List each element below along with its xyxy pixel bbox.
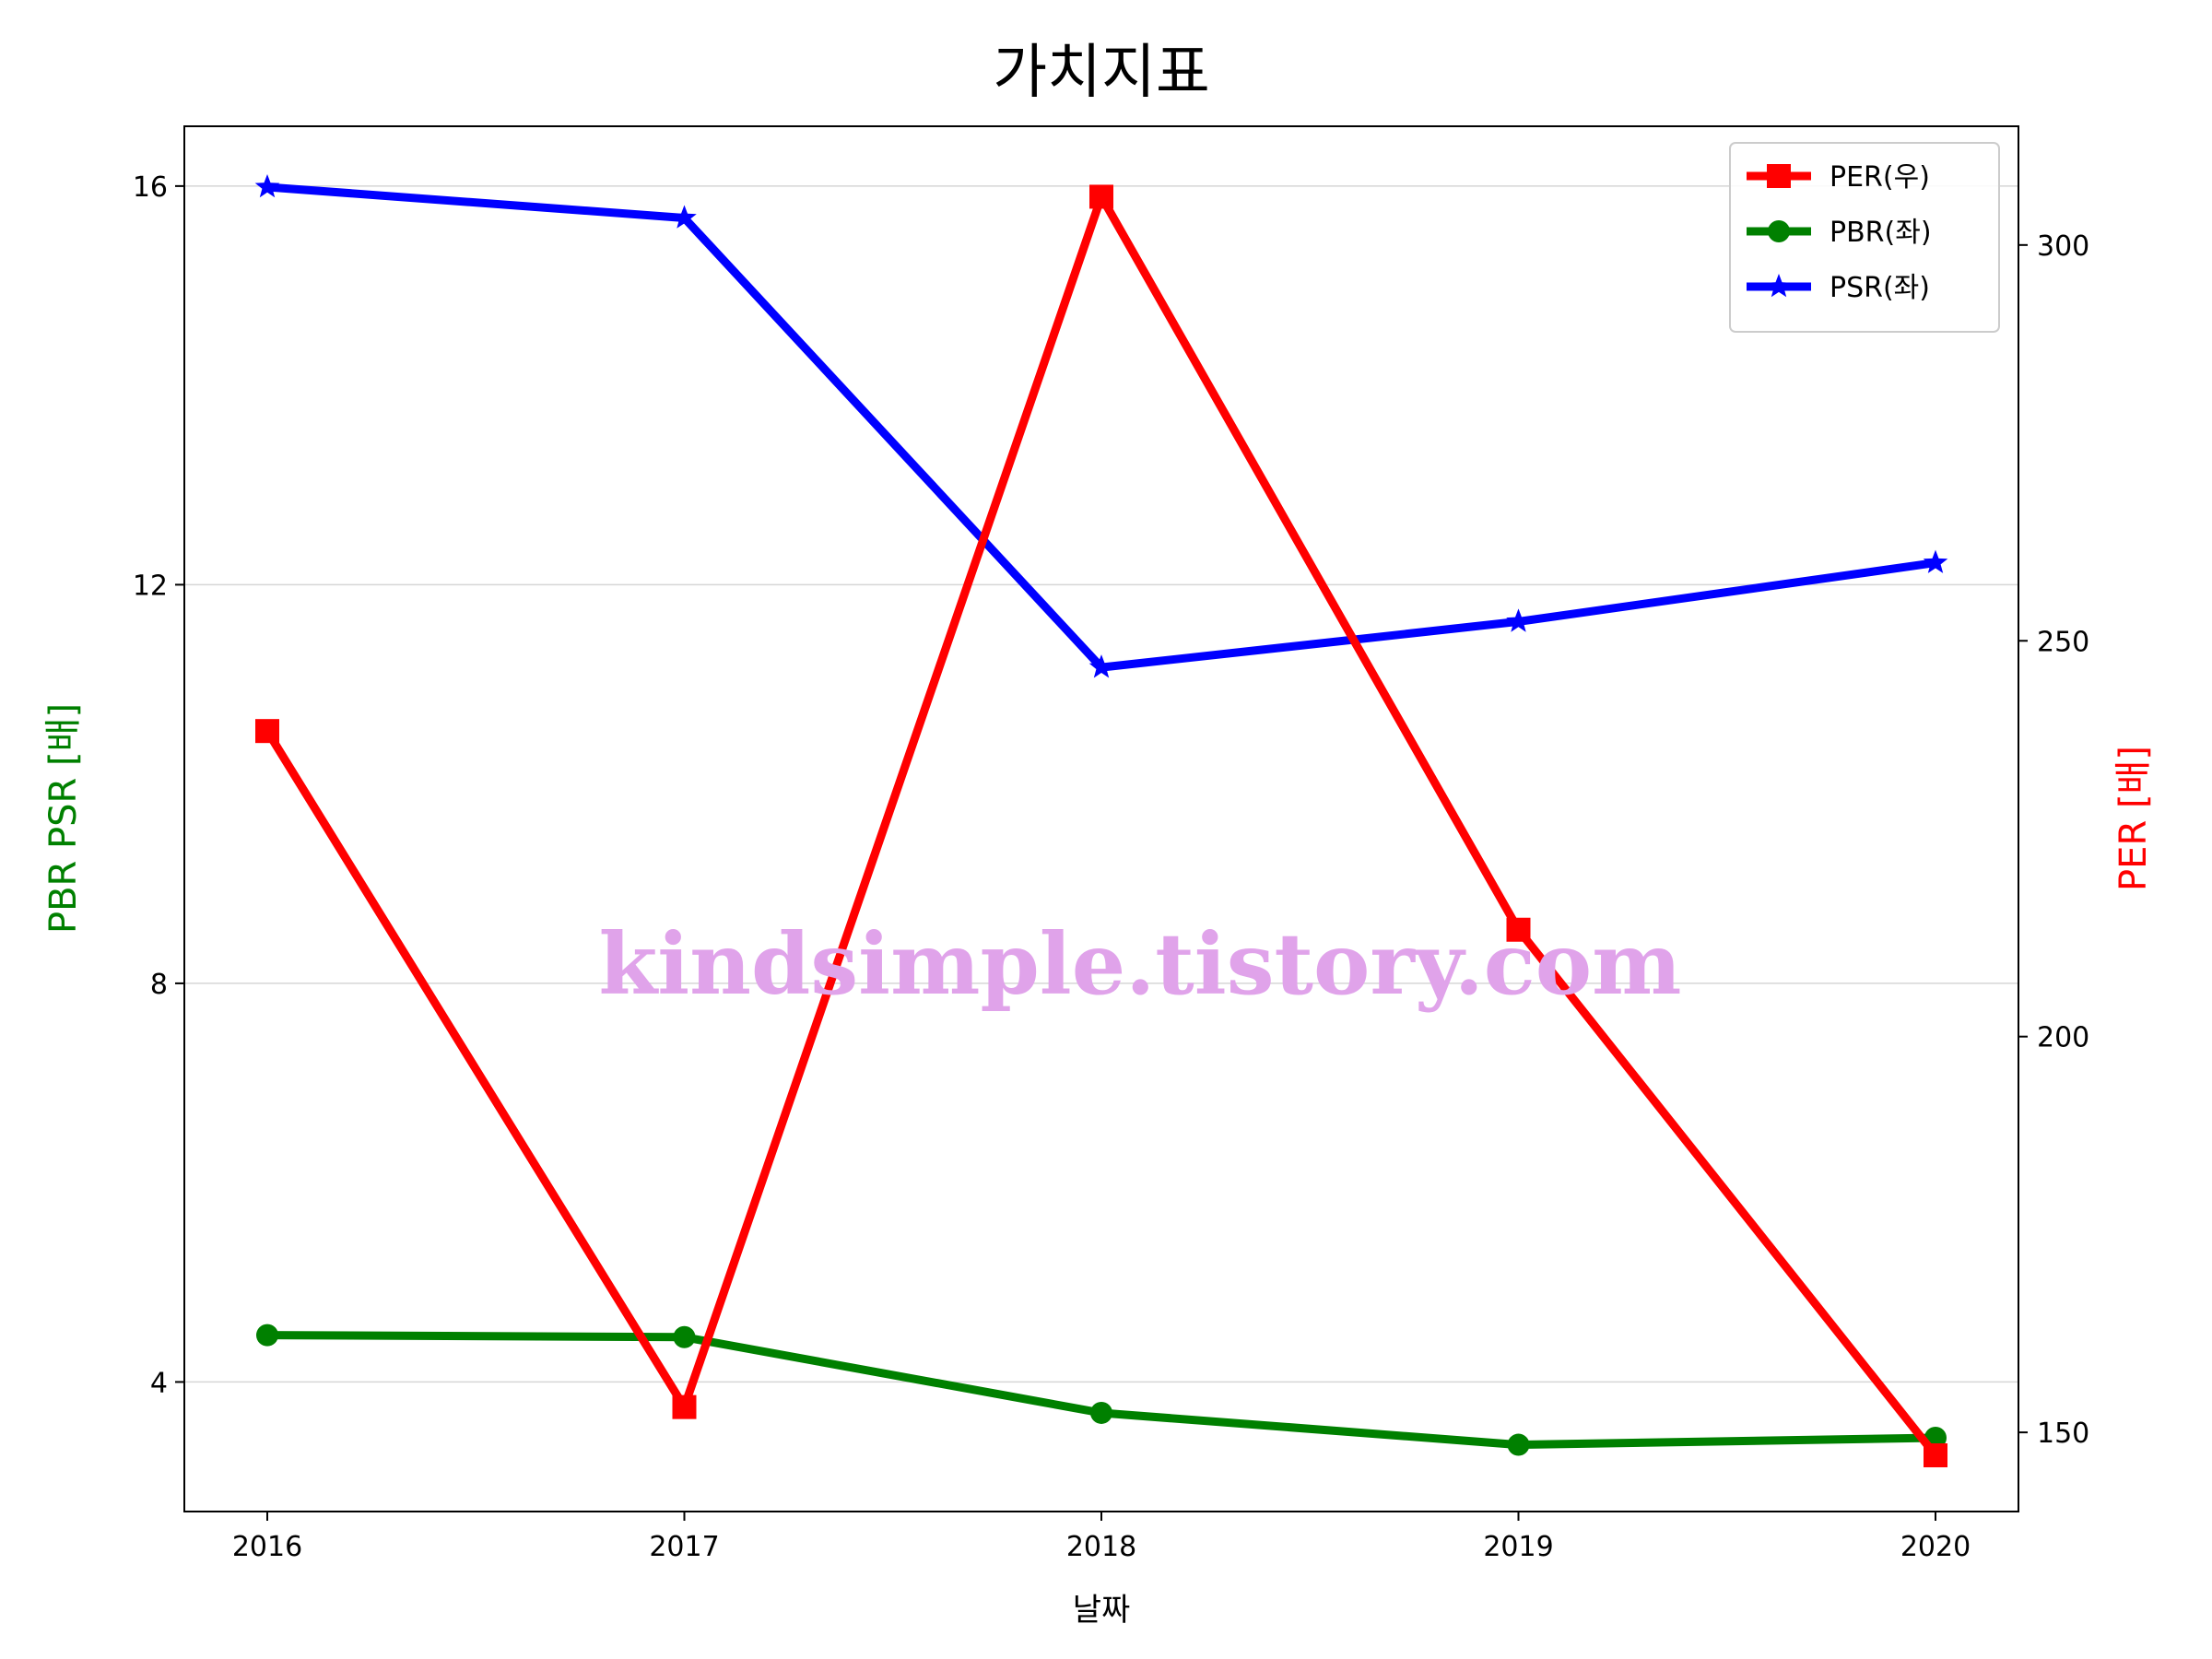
x-axis: 2016 2017 2018 2019 2020 xyxy=(232,1512,1971,1563)
left-tick-label-8: 8 xyxy=(150,969,168,1001)
left-tick-label-4: 4 xyxy=(150,1367,168,1399)
x-tick-label-2017: 2017 xyxy=(649,1531,719,1563)
x-tick-label-2019: 2019 xyxy=(1483,1531,1553,1563)
point-PBR(좌)-2019 xyxy=(1507,1433,1530,1456)
series-line-PER(우) xyxy=(264,192,1939,1458)
right-tick-label-300: 300 xyxy=(2037,230,2089,263)
series-line-PBR(좌) xyxy=(266,1331,1936,1450)
plot-frame xyxy=(183,125,2019,1512)
point-PSR(좌)-2019 xyxy=(1506,608,1531,632)
point-PER(우)-2020 xyxy=(1924,1443,1947,1468)
legend-item-PER(우): PER(우) xyxy=(1747,161,1930,194)
right-tick-label-250: 250 xyxy=(2037,626,2089,658)
point-PER(우)-2019 xyxy=(1506,917,1531,942)
right-y-axis-label: PER [배] xyxy=(2112,746,2155,891)
point-PSR(좌)-2016 xyxy=(254,174,280,198)
left-tick-label-16: 16 xyxy=(133,171,168,204)
right-tick-label-200: 200 xyxy=(2037,1022,2089,1054)
series-line-PSR(좌) xyxy=(266,182,1936,672)
right-y-axis: 150 200 250 300 xyxy=(2018,230,2089,1450)
x-tick-label-2016: 2016 xyxy=(232,1531,302,1563)
grid-lines xyxy=(184,185,2018,1383)
x-tick-label-2020: 2020 xyxy=(1900,1531,1971,1563)
legend-marker-PSR(좌) xyxy=(1766,274,1792,298)
right-tick-label-150: 150 xyxy=(2037,1418,2089,1450)
left-y-axis-label: PBR PSR [배] xyxy=(42,703,85,934)
series-PBR(좌) xyxy=(256,1324,1947,1456)
legend-label-PSR(좌): PSR(좌) xyxy=(1830,272,1930,304)
x-tick-label-2018: 2018 xyxy=(1066,1531,1136,1563)
series-PER(우) xyxy=(255,184,1947,1468)
series-layer xyxy=(254,174,1948,1468)
legend-item-PSR(좌): PSR(좌) xyxy=(1747,272,1930,304)
point-PER(우)-2018 xyxy=(1089,184,1113,209)
point-PBR(좌)-2017 xyxy=(673,1325,696,1348)
watermark-text: kindsimple.tistory.com xyxy=(598,914,1681,1014)
chart-title: 가치지표 xyxy=(993,39,1210,107)
series-PSR(좌) xyxy=(254,174,1948,678)
point-PBR(좌)-2018 xyxy=(1090,1401,1112,1424)
point-PER(우)-2016 xyxy=(255,719,279,744)
point-PSR(좌)-2020 xyxy=(1923,549,1948,573)
point-PBR(좌)-2016 xyxy=(256,1324,278,1347)
legend: PER(우) PBR(좌) PSR(좌) xyxy=(1729,142,2000,333)
left-tick-label-12: 12 xyxy=(133,570,168,602)
legend-label-PER(우): PER(우) xyxy=(1830,161,1930,194)
point-PSR(좌)-2018 xyxy=(1088,654,1114,678)
legend-label-PBR(좌): PBR(좌) xyxy=(1830,217,1932,249)
left-y-axis: 4 8 12 16 xyxy=(133,171,184,1399)
x-axis-label: 날짜 xyxy=(1073,1592,1131,1629)
legend-marker-PBR(좌) xyxy=(1768,220,1790,242)
legend-marker-PER(우) xyxy=(1767,164,1791,188)
point-PER(우)-2017 xyxy=(672,1394,697,1419)
point-PSR(좌)-2017 xyxy=(672,205,697,229)
legend-item-PBR(좌): PBR(좌) xyxy=(1747,217,1932,249)
